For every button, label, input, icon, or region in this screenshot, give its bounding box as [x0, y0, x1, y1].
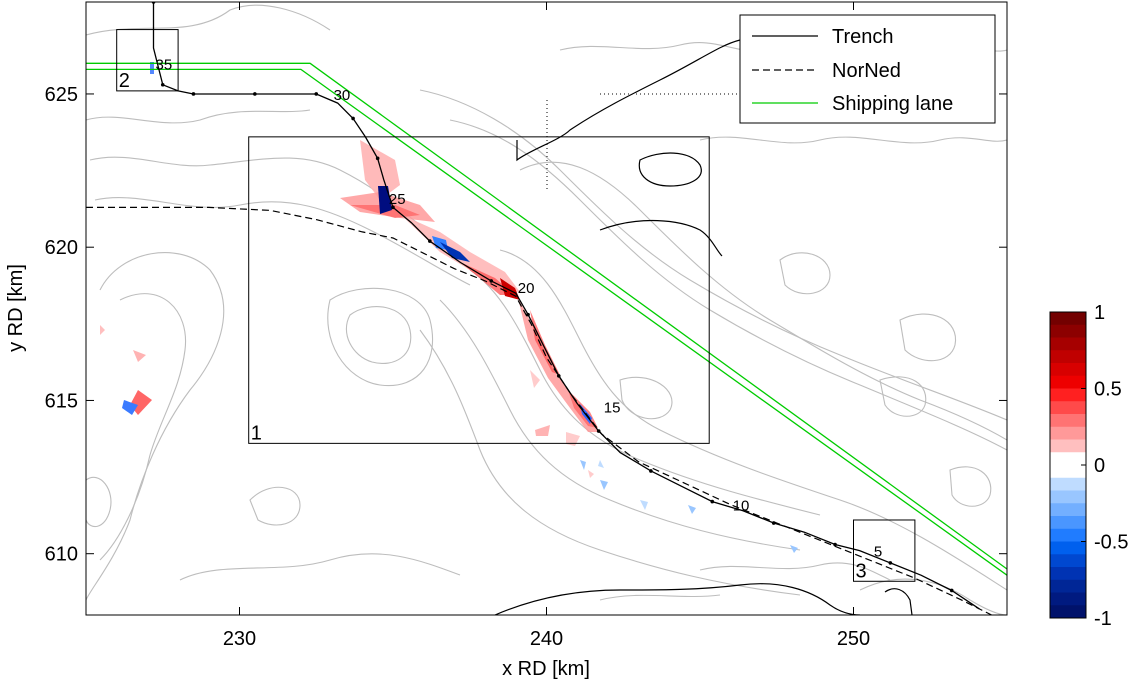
- colorbar-swatch: [1050, 503, 1086, 517]
- area-boxes: 1 2 3: [116, 29, 916, 582]
- y-tick-label: 615: [45, 390, 78, 412]
- area-box-1: [248, 136, 710, 444]
- trench-dot: [351, 116, 355, 121]
- colorbar-tick-label: 0: [1094, 455, 1105, 477]
- trench-dot: [649, 469, 653, 473]
- colorbar-swatch: [1050, 350, 1086, 364]
- colorbar-swatch: [1050, 324, 1086, 338]
- colorbar-tick-label: -0.5: [1094, 532, 1128, 554]
- km-marker-5: 5: [874, 544, 882, 561]
- colorbar-swatch: [1050, 592, 1086, 606]
- trench-dot: [428, 239, 432, 243]
- colorbar-swatch: [1050, 567, 1086, 581]
- norned-cable: [86, 206, 992, 615]
- colorbar-swatch: [1050, 388, 1086, 402]
- km-marker-30: 30: [334, 87, 351, 104]
- shipping-lane: [86, 62, 1007, 576]
- shipping-lane-line-0: [86, 62, 1007, 570]
- x-axis-label: x RD [km]: [502, 658, 590, 680]
- colorbar-swatch: [1050, 426, 1086, 440]
- colorbar-swatch: [1050, 554, 1086, 568]
- colorbar-swatch: [1050, 337, 1086, 351]
- area-box-2: [116, 29, 179, 92]
- trench-dot: [489, 279, 494, 283]
- colorbar-swatch: [1050, 375, 1086, 389]
- trench-dot: [253, 92, 257, 96]
- area-box-label-2: 2: [119, 70, 130, 92]
- legend-box: [739, 14, 996, 124]
- trench-dot: [888, 561, 893, 565]
- coastline: [494, 39, 913, 615]
- colorbar: 1 0.5 0 -0.5 -1: [1049, 302, 1128, 630]
- y-axis-ticks: 610 615 620 625: [45, 84, 1007, 566]
- colorbar-swatch: [1050, 541, 1086, 555]
- area-box-label-3: 3: [856, 560, 867, 582]
- y-tick-label: 625: [45, 84, 78, 106]
- shipping-lane-line-1: [86, 68, 1007, 576]
- km-marker-20: 20: [518, 280, 535, 297]
- km-marker-25: 25: [389, 191, 406, 208]
- legend-label-shipping-lane: Shipping lane: [832, 93, 953, 115]
- legend-label-norned: NorNed: [832, 60, 901, 82]
- trench-dot: [526, 312, 530, 317]
- colorbar-swatch: [1050, 363, 1086, 377]
- x-tick-label: 240: [530, 628, 563, 650]
- trench-dot: [191, 92, 196, 96]
- legend-label-trench: Trench: [832, 26, 894, 48]
- km-marker-35: 35: [156, 56, 173, 73]
- trench-dot: [391, 205, 395, 210]
- trench-dot: [375, 156, 380, 161]
- trench-dot: [771, 521, 776, 525]
- colorbar-swatch: [1050, 439, 1086, 453]
- km-marker-labels: 35 30 25 20 15 10 5: [156, 56, 883, 560]
- colorbar-tick-label: 1: [1094, 302, 1105, 324]
- x-tick-label: 230: [223, 628, 256, 650]
- area-box-3: [853, 519, 916, 582]
- colorbar-swatch: [1050, 312, 1086, 326]
- trench-markers: [151, 2, 954, 593]
- trench-dot: [596, 429, 601, 433]
- km-marker-15: 15: [604, 400, 621, 417]
- y-tick-label: 620: [45, 237, 78, 259]
- trench-dot: [556, 374, 561, 378]
- km-marker-10: 10: [733, 498, 750, 515]
- colorbar-swatch: [1050, 528, 1086, 542]
- colorbar-swatch: [1050, 605, 1086, 619]
- x-tick-label: 250: [837, 628, 870, 650]
- trench-dot: [160, 82, 165, 87]
- trench-dot: [949, 588, 954, 593]
- colorbar-swatch: [1050, 579, 1086, 593]
- legend: Trench NorNed Shipping lane: [739, 14, 996, 124]
- coastline-dotted: [546, 93, 740, 190]
- area-box-label-1: 1: [251, 422, 262, 444]
- colorbar-swatch: [1050, 465, 1086, 479]
- trench-dot: [314, 92, 319, 96]
- colorbar-swatch: [1050, 452, 1086, 466]
- colorbar-swatch: [1050, 490, 1086, 504]
- colorbar-swatch: [1050, 477, 1086, 491]
- y-tick-label: 610: [45, 544, 78, 566]
- x-axis-ticks: 230 240 250: [223, 2, 870, 650]
- colorbar-tick-label: -1: [1094, 608, 1112, 630]
- trench-dot: [833, 542, 837, 547]
- trench-line: [152, 2, 980, 610]
- y-axis-label: y RD [km]: [5, 264, 27, 352]
- colorbar-tick-label: 0.5: [1094, 379, 1122, 401]
- colorbar-swatch: [1050, 401, 1086, 415]
- colorbar-swatch: [1050, 414, 1086, 428]
- trench-dot: [710, 499, 715, 504]
- colorbar-swatch: [1050, 516, 1086, 530]
